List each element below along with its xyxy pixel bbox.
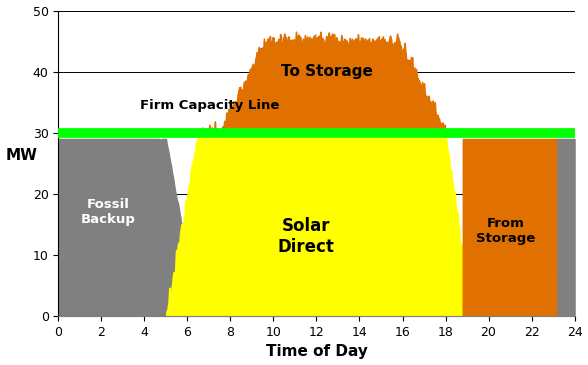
- Text: To Storage: To Storage: [281, 64, 373, 79]
- Y-axis label: MW: MW: [5, 148, 38, 164]
- Text: Firm Capacity Line: Firm Capacity Line: [140, 99, 279, 112]
- Text: From
Storage: From Storage: [476, 216, 535, 245]
- Text: Fossil
Backup: Fossil Backup: [81, 198, 135, 226]
- X-axis label: Time of Day: Time of Day: [266, 345, 368, 360]
- Text: Solar
Direct: Solar Direct: [278, 217, 334, 256]
